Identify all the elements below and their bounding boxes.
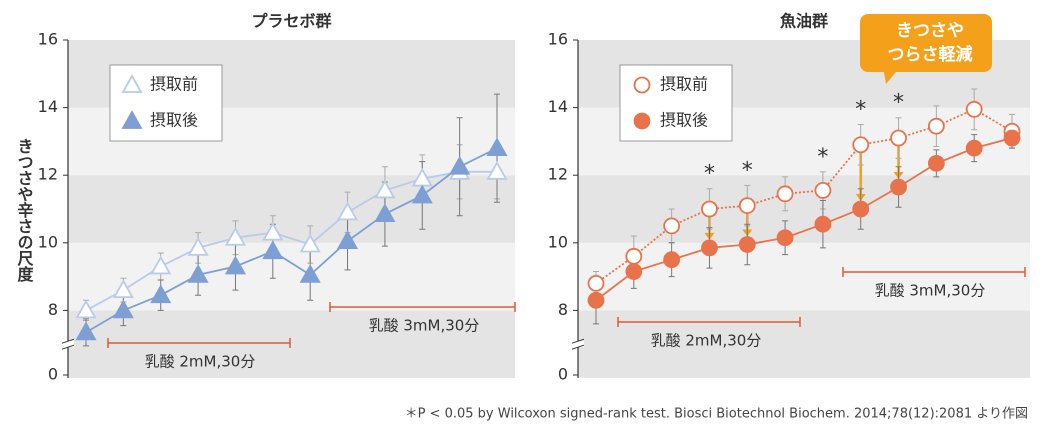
- marker: [625, 247, 643, 265]
- marker: [701, 200, 718, 218]
- range-label: 乳酸 2mM,30分: [651, 332, 762, 350]
- marker: [701, 239, 718, 257]
- y-tick-label: 8: [558, 300, 568, 319]
- marker: [187, 237, 209, 256]
- band: [68, 175, 515, 243]
- asterisk: *: [742, 158, 753, 183]
- range-line: [329, 302, 516, 312]
- marker: [852, 200, 870, 218]
- marker: [633, 76, 651, 94]
- marker: [374, 203, 396, 222]
- y-tick-label: 12: [38, 165, 58, 184]
- marker: [75, 321, 97, 341]
- y-axis-label: きつさや辛さの尺度: [15, 138, 34, 283]
- asterisk: *: [855, 98, 866, 123]
- axis-break-gap: [62, 341, 74, 348]
- axis-break: [61, 338, 75, 350]
- marker: [121, 74, 143, 93]
- marker: [262, 240, 284, 260]
- y-tick-label: 0: [48, 365, 58, 384]
- marker: [411, 184, 433, 204]
- range-line: [107, 338, 291, 348]
- marker: [299, 233, 321, 253]
- y-tick-label: 16: [548, 30, 568, 49]
- y-tick-label: 10: [548, 232, 568, 251]
- range-label: 乳酸 3mM,30分: [369, 317, 480, 335]
- marker: [112, 299, 134, 319]
- band: [68, 310, 515, 378]
- marker: [738, 236, 756, 253]
- marker: [927, 117, 945, 135]
- marker: [965, 139, 983, 157]
- y-tick-label: 14: [38, 97, 58, 116]
- asterisk: *: [704, 162, 715, 187]
- marker: [776, 185, 794, 203]
- marker: [187, 264, 209, 283]
- marker: [224, 226, 246, 246]
- marker: [337, 230, 359, 250]
- y-tick-label: 0: [558, 365, 568, 384]
- y-tick-label: 16: [38, 30, 58, 49]
- marker: [75, 299, 97, 319]
- range-line: [842, 267, 1026, 277]
- marker: [374, 179, 396, 199]
- asterisk: *: [817, 145, 828, 170]
- marker: [890, 129, 907, 147]
- marker: [587, 291, 605, 309]
- range-label: 乳酸 2mM,30分: [145, 353, 256, 371]
- marker: [852, 136, 870, 154]
- legend-label: 摂取前: [150, 75, 198, 94]
- marker: [738, 197, 756, 215]
- chart-title: 魚油群: [780, 12, 828, 31]
- marker: [587, 274, 605, 292]
- marker: [224, 255, 246, 275]
- band: [578, 242, 1030, 311]
- axis-break-gap: [572, 341, 584, 348]
- marker: [449, 155, 471, 175]
- legend-label: 摂取前: [660, 75, 708, 94]
- marker: [112, 279, 134, 299]
- y-tick-label: 14: [548, 97, 568, 116]
- chart-title: プラセボ群: [251, 12, 331, 31]
- marker: [814, 215, 832, 233]
- marker: [486, 137, 508, 157]
- range-line: [617, 317, 801, 327]
- range-label: 乳酸 3mM,30分: [875, 282, 986, 300]
- asterisk: *: [893, 91, 904, 116]
- callout-text: きつさや: [896, 21, 964, 41]
- footnote: ＊P < 0.05 by Wilcoxon signed-rank test. …: [405, 407, 1028, 422]
- marker: [1003, 129, 1021, 147]
- band: [68, 242, 515, 311]
- axis-break: [571, 338, 585, 350]
- y-tick-label: 12: [548, 165, 568, 184]
- y-tick-label: 8: [48, 300, 58, 319]
- legend-label: 摂取後: [660, 111, 708, 130]
- marker: [890, 178, 907, 196]
- marker: [927, 154, 945, 172]
- band: [578, 310, 1030, 378]
- marker: [299, 264, 321, 283]
- marker: [337, 201, 359, 221]
- y-tick-label: 10: [38, 232, 58, 251]
- marker: [625, 263, 643, 280]
- marker: [965, 100, 983, 118]
- marker: [663, 251, 681, 269]
- marker: [262, 221, 284, 241]
- band: [578, 175, 1030, 243]
- legend-label: 摂取後: [150, 111, 198, 130]
- marker: [121, 110, 143, 129]
- marker: [814, 182, 832, 199]
- marker: [486, 160, 508, 180]
- marker: [150, 255, 172, 275]
- marker: [663, 217, 681, 235]
- marker: [150, 284, 172, 304]
- marker: [776, 229, 794, 247]
- marker: [633, 112, 651, 130]
- callout-box: [860, 14, 992, 84]
- callout-text: つらさ軽減: [888, 44, 973, 65]
